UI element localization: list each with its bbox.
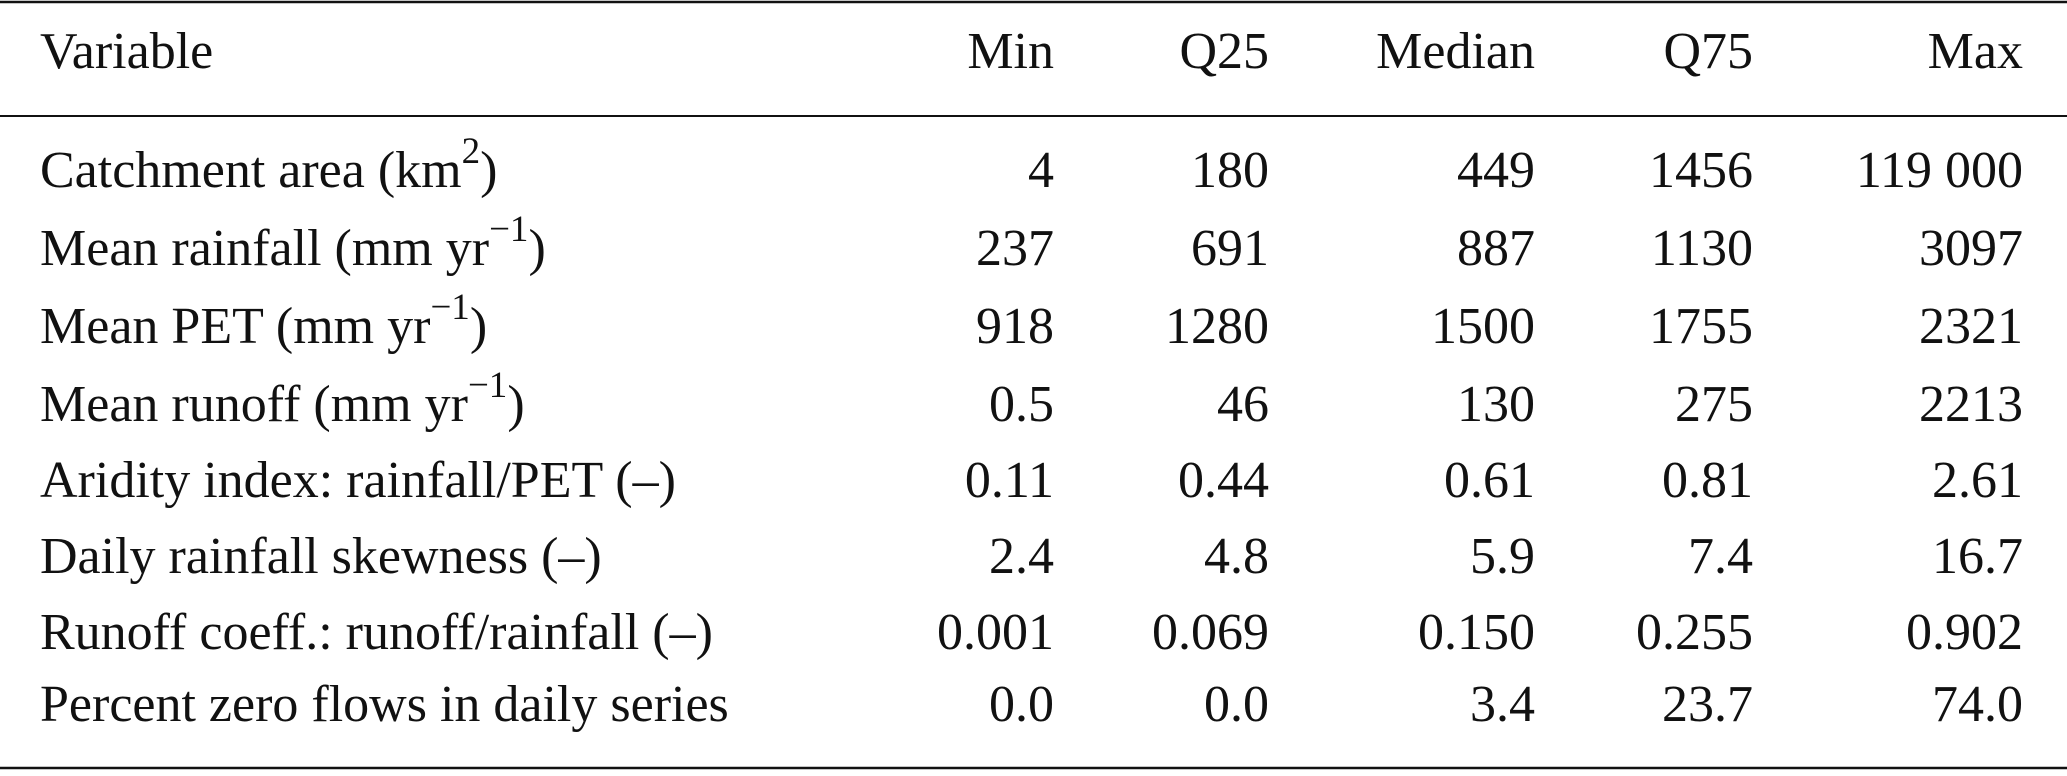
header-cell: Variable [40,23,213,80]
cell-value: 1456 [1649,142,1753,199]
row-label: Percent zero flows in daily series [40,676,729,733]
label-tail: ) [528,220,545,277]
cell-value: 2.61 [1932,452,2023,509]
cell-value: 1500 [1431,298,1535,355]
label-text: Mean PET (mm yr [40,298,430,355]
cell-value: 74.0 [1932,676,2023,733]
cell-value: 119 000 [1856,142,2023,199]
row-label: Mean runoff (mm yr−1) [40,365,525,432]
cell-value: 691 [1191,220,1269,277]
cell-value: 0.11 [965,452,1054,509]
cell-value: 4 [1028,142,1054,199]
label-superscript: −1 [489,209,528,250]
label-text: Aridity index: rainfall/PET (–) [40,452,676,509]
cell-value: 46 [1217,376,1269,433]
cell-value: 0.902 [1906,604,2023,661]
label-text: Mean rainfall (mm yr [40,220,489,277]
cell-value: 0.5 [989,376,1054,433]
label-superscript: −1 [430,287,469,328]
cell-value: 130 [1457,376,1535,433]
cell-value: 0.81 [1662,452,1753,509]
cell-value: 0.0 [1204,676,1269,733]
row-label: Daily rainfall skewness (–) [40,528,602,585]
cell-value: 3.4 [1470,676,1535,733]
label-tail: ) [507,376,524,433]
header-cell: Max [1928,23,2023,80]
header-cell: Q25 [1179,23,1269,80]
label-superscript: −1 [468,365,507,406]
label-tail: ) [480,142,497,199]
row-label: Mean PET (mm yr−1) [40,287,487,354]
header-cell: Min [967,23,1054,80]
cell-value: 3097 [1919,220,2023,277]
row-label: Runoff coeff.: runoff/rainfall (–) [40,604,713,661]
cell-value: 887 [1457,220,1535,277]
cell-value: 4.8 [1204,528,1269,585]
label-text: Percent zero flows in daily series [40,676,729,733]
cell-value: 0.0 [989,676,1054,733]
cell-value: 16.7 [1932,528,2023,585]
cell-value: 180 [1191,142,1269,199]
cell-value: 5.9 [1470,528,1535,585]
cell-value: 2.4 [989,528,1054,585]
cell-value: 918 [976,298,1054,355]
cell-value: 1130 [1651,220,1753,277]
row-label: Catchment area (km2) [40,131,497,198]
cell-value: 7.4 [1688,528,1753,585]
cell-value: 0.069 [1152,604,1269,661]
cell-value: 275 [1675,376,1753,433]
label-text: Mean runoff (mm yr [40,376,468,433]
cell-value: 2213 [1919,376,2023,433]
cell-value: 0.001 [937,604,1054,661]
label-superscript: 2 [462,131,481,172]
cell-value: 1755 [1649,298,1753,355]
cell-value: 0.44 [1178,452,1269,509]
label-tail: ) [470,298,487,355]
cell-value: 23.7 [1662,676,1753,733]
row-label: Mean rainfall (mm yr−1) [40,209,546,276]
cell-value: 237 [976,220,1054,277]
cell-value: 449 [1457,142,1535,199]
cell-value: 0.255 [1636,604,1753,661]
label-text: Catchment area (km [40,142,462,199]
header-cell: Median [1376,23,1535,80]
cell-value: 0.150 [1418,604,1535,661]
row-label: Aridity index: rainfall/PET (–) [40,452,676,509]
cell-value: 2321 [1919,298,2023,355]
cell-value: 1280 [1165,298,1269,355]
label-text: Runoff coeff.: runoff/rainfall (–) [40,604,713,661]
cell-value: 0.61 [1444,452,1535,509]
label-text: Daily rainfall skewness (–) [40,528,602,585]
header-cell: Q75 [1663,23,1753,80]
